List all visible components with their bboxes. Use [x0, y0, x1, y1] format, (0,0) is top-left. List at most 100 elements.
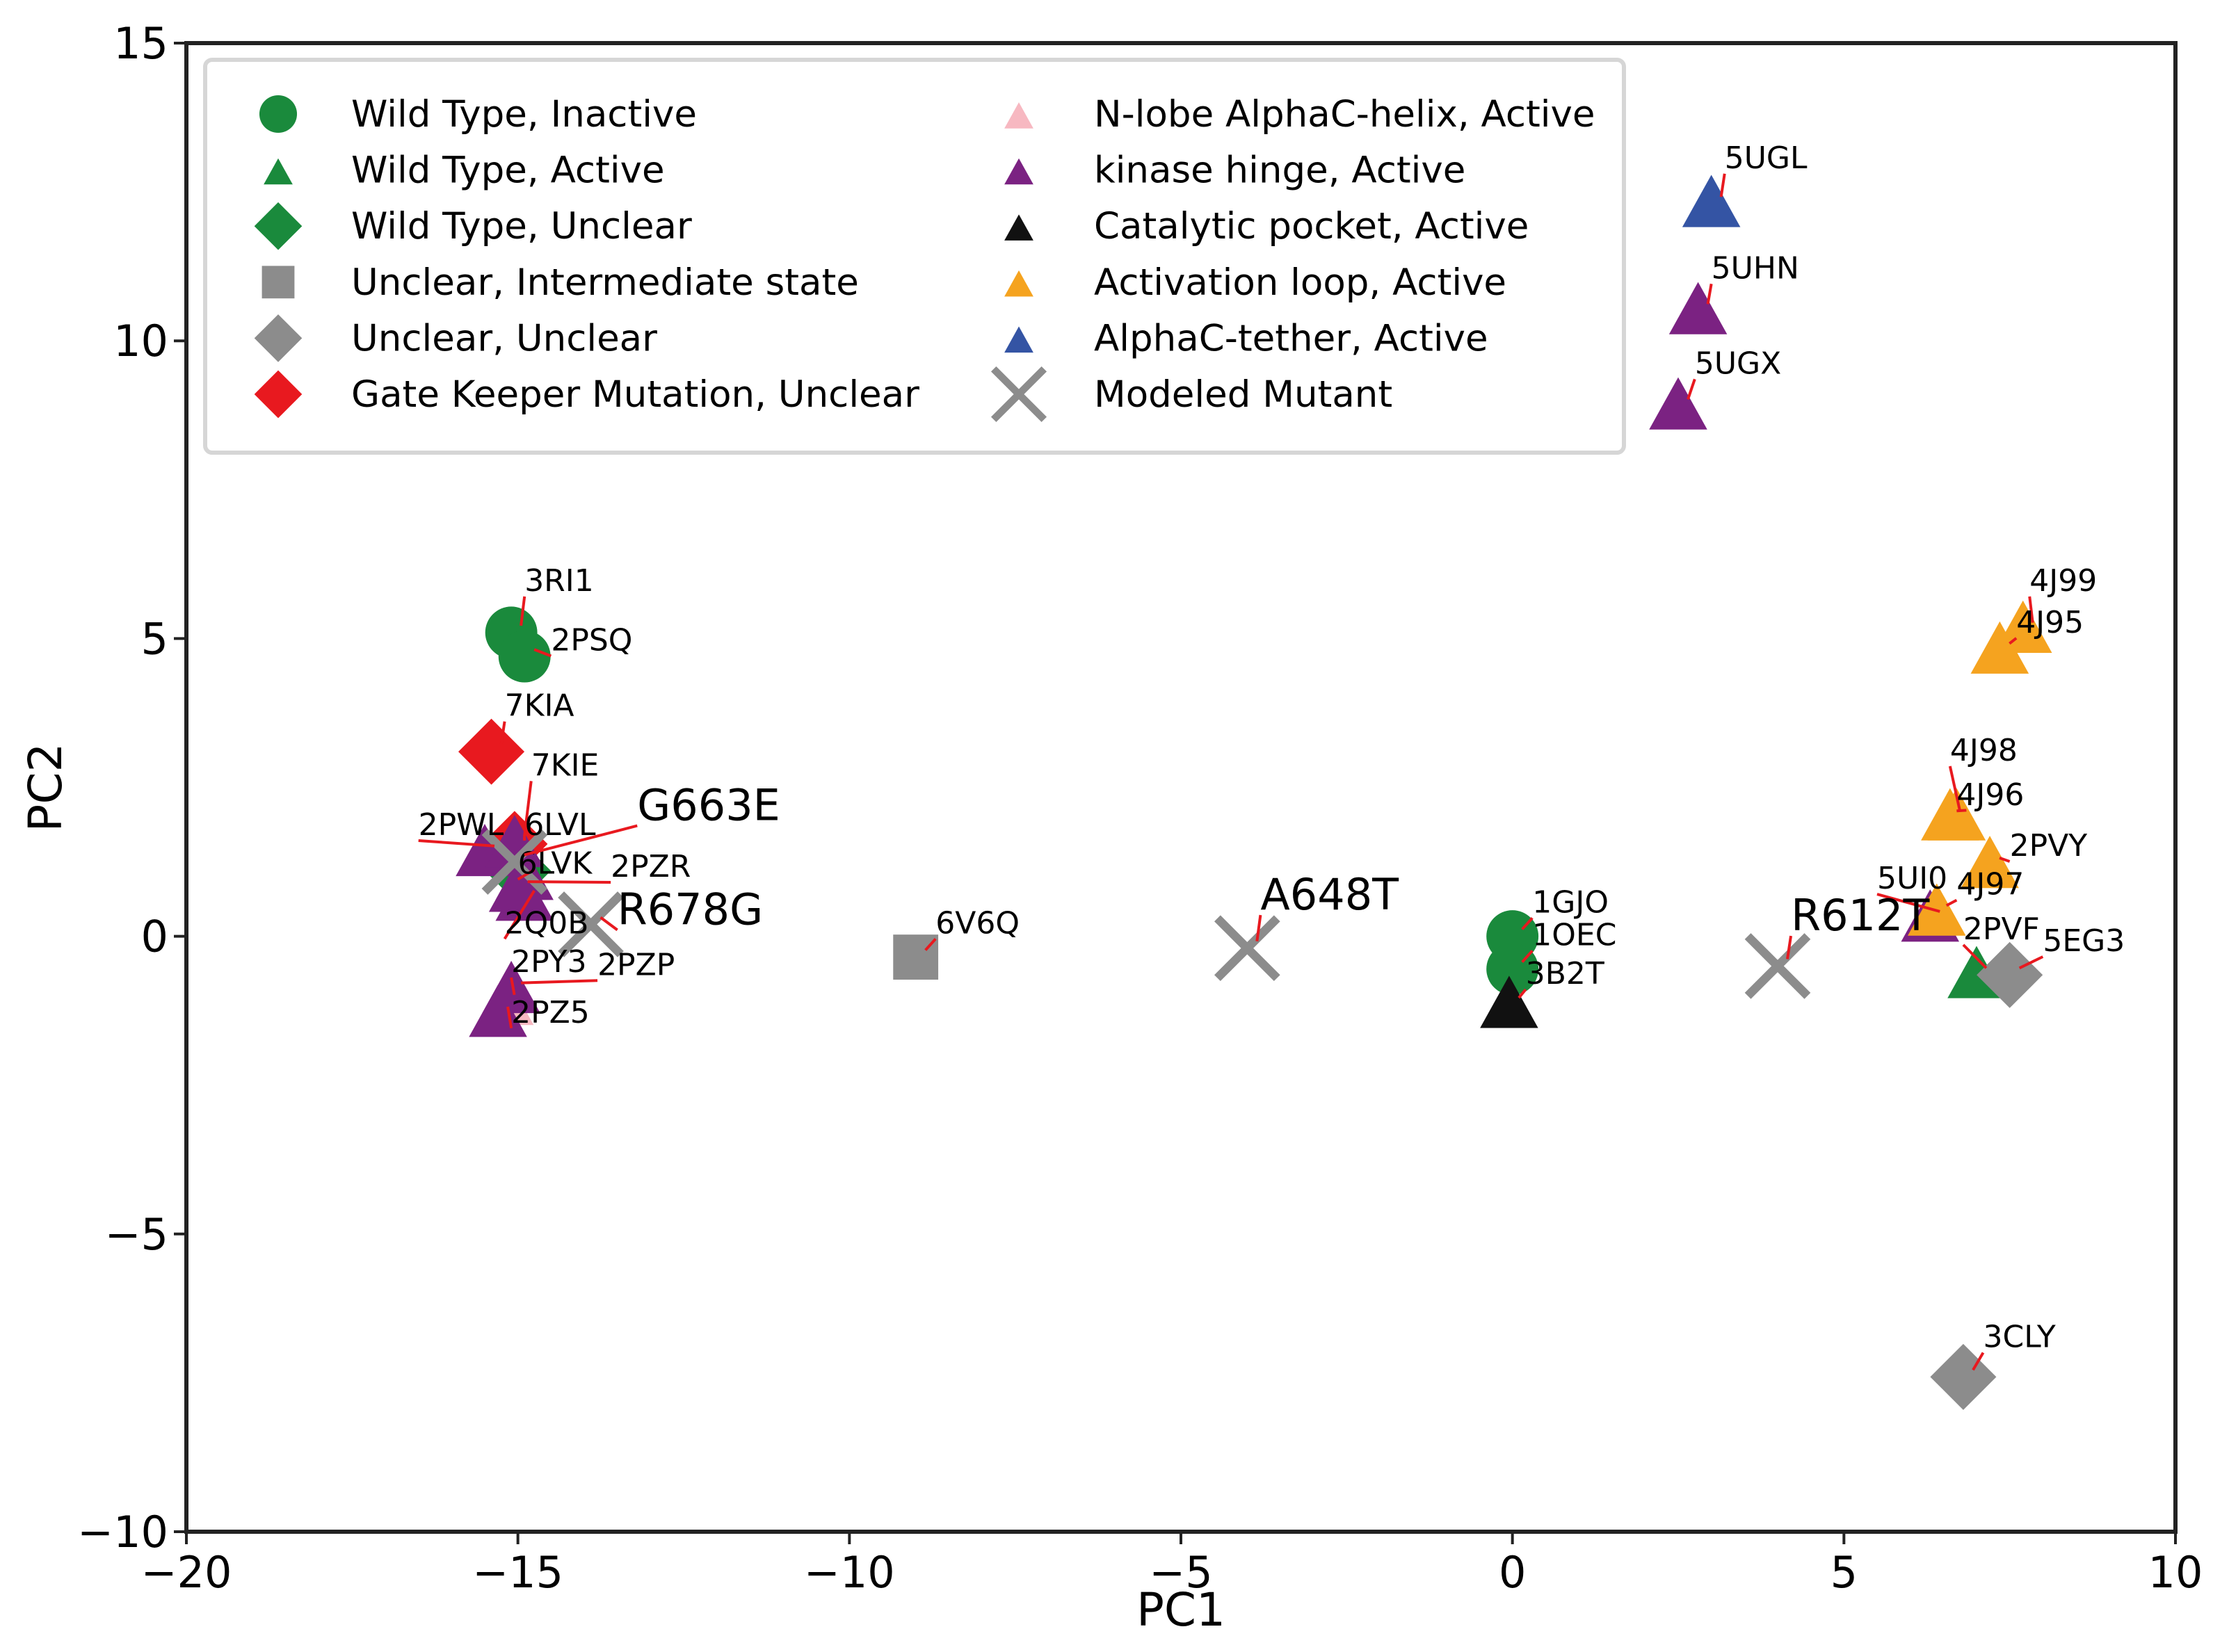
- leader-line: [510, 977, 516, 996]
- point-kinase-hinge-active: [1668, 282, 1728, 334]
- data-marks: [456, 175, 2052, 1410]
- point-label: 7KIE: [531, 747, 600, 783]
- legend-label: Wild Type, Inactive: [351, 93, 697, 136]
- leader-line: [506, 1006, 513, 1029]
- leader-line: [1521, 950, 1534, 964]
- leader-line: [522, 781, 533, 838]
- legend-marker-wild-type-inactive: [259, 95, 298, 133]
- point-activation-loop-active: [1927, 788, 1986, 841]
- leader-line: [1518, 988, 1527, 999]
- point-unclear-unclear: [1977, 941, 2043, 1008]
- x-axis-label: PC1: [1136, 1583, 1225, 1637]
- leader-line: [520, 596, 526, 626]
- point-modeled-mutant: [1744, 933, 1811, 999]
- legend-marker-catalytic-pocket-active: [1004, 214, 1033, 241]
- point-label: 5UGL: [1725, 140, 1808, 176]
- leader-line: [533, 648, 552, 658]
- legend-marker-wild-type-unclear: [254, 202, 303, 250]
- point-catalytic-pocket-active: [1480, 975, 1538, 1028]
- point-label: 5UI0: [1877, 861, 1947, 896]
- x-tick-label: −5: [1149, 1547, 1212, 1598]
- leader-line: [1956, 809, 1967, 813]
- legend-label: Modeled Mutant: [1094, 373, 1392, 416]
- leader-line: [1719, 173, 1726, 197]
- legend-marker-activation-loop-active: [1004, 270, 1033, 297]
- leader-line: [1876, 893, 1940, 913]
- point-label: 2Q0B: [505, 905, 589, 941]
- point-label: 2PZR: [611, 849, 691, 884]
- point-modeled-mutant: [558, 891, 624, 957]
- point-label: G663E: [637, 780, 780, 831]
- point-label: 2PY3: [511, 944, 586, 980]
- leader-line: [499, 721, 506, 745]
- leader-line: [1786, 935, 1793, 959]
- y-tick-label: 5: [141, 613, 168, 664]
- legend-label: Gate Keeper Mutation, Unclear: [351, 373, 919, 416]
- leader-line: [521, 979, 598, 985]
- y-axis-label: PC2: [19, 743, 72, 832]
- point-kinase-hinge-active: [1649, 377, 1707, 430]
- point-kinase-hinge-active: [482, 960, 540, 1014]
- legend-label: N-lobe AlphaC-helix, Active: [1094, 93, 1595, 136]
- point-wild-type-inactive: [498, 630, 551, 683]
- point-label: 1OEC: [1532, 917, 1616, 953]
- leader-line: [517, 868, 536, 881]
- legend-marker-unclear-unclear: [254, 314, 303, 362]
- point-label: 2PZP: [597, 947, 675, 982]
- point-activation-loop-active: [1961, 836, 2019, 889]
- legend-marker-wild-type-active: [264, 158, 293, 185]
- point-label: 4J95: [2016, 605, 2084, 640]
- point-kinase-hinge-active: [488, 859, 547, 912]
- point-label: 2PVY: [2010, 828, 2088, 864]
- point-label: 2PZ5: [511, 995, 590, 1030]
- legend-label: Wild Type, Active: [351, 149, 665, 192]
- point-wild-type-inactive: [1486, 943, 1539, 996]
- leader-line: [1962, 944, 1988, 969]
- leader-line: [2009, 637, 2018, 645]
- point-label: 5UHN: [1712, 250, 1799, 286]
- legend-marker-n-lobe-alphac-helix-active: [1004, 102, 1033, 129]
- legend-marker-modeled-mutant: [990, 366, 1047, 423]
- point-label: 5UGX: [1695, 346, 1781, 381]
- point-label: 4J96: [1956, 777, 2024, 813]
- point-label: A648T: [1260, 869, 1399, 920]
- point-label: R612T: [1791, 890, 1930, 941]
- y-tick-label: 0: [141, 912, 168, 962]
- point-label: 6V6Q: [935, 905, 1020, 941]
- leader-line: [524, 824, 638, 857]
- axis-ticks: −20 −15 −10 −5 0 5 10 −10 −5 0 5 10 15: [77, 18, 2203, 1598]
- point-label: R678G: [618, 884, 763, 934]
- legend-label: kinase hinge, Active: [1094, 149, 1465, 192]
- point-label: 6LVK: [518, 846, 593, 882]
- point-label: 1GJO: [1532, 884, 1609, 920]
- point-label: 5EG3: [2043, 923, 2125, 959]
- point-label: 3RI1: [524, 563, 594, 599]
- leader-line: [2018, 955, 2044, 970]
- leader-line: [1945, 898, 1958, 907]
- leader-line: [1706, 283, 1713, 305]
- legend-label: Activation loop, Active: [1094, 261, 1506, 304]
- x-tick-label: 10: [2148, 1547, 2203, 1598]
- leader-line: [600, 916, 618, 932]
- point-alphac-tether-active: [1682, 175, 1741, 227]
- leader-line: [1521, 917, 1534, 930]
- x-tick-label: −20: [141, 1547, 232, 1598]
- point-label: 4J98: [1950, 733, 2018, 768]
- point-label: 6LVL: [524, 807, 596, 843]
- point-label: 2PWL: [419, 807, 504, 843]
- x-tick-label: −10: [804, 1547, 895, 1598]
- leader-line: [1948, 766, 1961, 811]
- point-activation-loop-active: [1970, 621, 2029, 674]
- point-modeled-mutant: [1214, 915, 1280, 982]
- legend-box: [203, 58, 1626, 455]
- legend-marker-unclear-intermediate-state: [261, 266, 295, 299]
- point-label: 3CLY: [1983, 1320, 2056, 1355]
- legend: Wild Type, Inactive Wild Type, Active Wild…: [203, 58, 1626, 455]
- leader-line: [503, 889, 536, 940]
- point-unclear-intermediate-state: [893, 934, 939, 980]
- y-tick-label: −5: [105, 1209, 168, 1260]
- point-label: 3B2T: [1526, 956, 1604, 991]
- leader-line: [924, 937, 937, 951]
- y-tick-label: −10: [77, 1507, 168, 1557]
